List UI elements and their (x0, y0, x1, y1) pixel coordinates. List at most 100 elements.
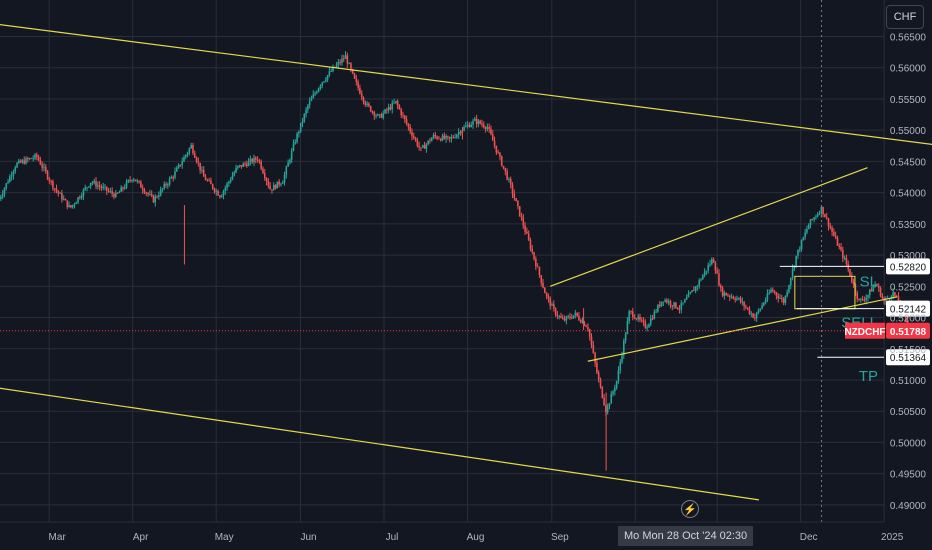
candle-body (167, 184, 169, 186)
candle-body (238, 165, 241, 167)
sl-price-box (886, 258, 930, 275)
candle-body (710, 259, 713, 265)
candle-body (48, 178, 51, 181)
candle-body (147, 192, 149, 195)
candle-body (314, 93, 316, 95)
time-tick-label: May (215, 532, 234, 543)
tp-price-label: 0.51364 (890, 353, 927, 364)
candle-body (693, 290, 695, 292)
candle-body (491, 134, 494, 141)
candle-body (572, 315, 575, 319)
candle-body (676, 307, 679, 310)
candle-body (224, 187, 227, 191)
candle-body (163, 184, 166, 189)
price-tick-label: 0.52500 (890, 282, 927, 293)
candle-body (296, 133, 298, 143)
candle-body (544, 287, 546, 294)
candle-body (123, 187, 126, 189)
candle-body (648, 324, 650, 328)
candle-body (272, 184, 275, 191)
candle-body (50, 180, 52, 182)
candlestick-series (0, 51, 912, 471)
candle-body (840, 246, 842, 250)
candle-body (728, 295, 731, 297)
candle-body (91, 182, 94, 184)
candle-body (219, 195, 221, 198)
candle-body (867, 295, 869, 298)
candle-body (377, 114, 379, 116)
candle-body (804, 232, 806, 238)
tp-price-box (886, 349, 930, 366)
candle-body (818, 213, 821, 215)
candle-body (344, 55, 347, 59)
candle-body (730, 296, 733, 298)
candle-body (231, 175, 234, 180)
candle-body (763, 302, 765, 306)
candle-body (718, 273, 720, 286)
candle-body (658, 304, 661, 307)
candle-body (775, 292, 778, 296)
time-tick-label: Apr (133, 532, 149, 543)
trendlines (0, 0, 932, 522)
candle-body (486, 127, 489, 129)
candle-body (441, 135, 444, 141)
candle-body (57, 190, 60, 194)
candle-body (703, 271, 706, 276)
sl-zone-box (794, 275, 856, 310)
candle-body (59, 193, 61, 194)
candle-body (429, 140, 431, 142)
candle-body (592, 345, 595, 353)
candle-body (7, 181, 9, 184)
candle-body (526, 231, 528, 234)
candle-body (138, 180, 140, 182)
candle-body (298, 131, 300, 134)
candle-body (894, 292, 896, 296)
candle-body (834, 235, 837, 238)
symbol-badge (845, 322, 885, 339)
candle-body (842, 249, 844, 259)
candle-body (280, 183, 282, 185)
candle-body (463, 127, 465, 131)
candle-body (667, 301, 670, 303)
candle-body (1, 193, 4, 197)
candle-body (542, 282, 544, 288)
time-axis[interactable]: MarAprMayJunJulAugSepOctNovDec2025 (0, 521, 904, 543)
candle-body (490, 128, 492, 135)
candle-body (556, 314, 559, 317)
lightning-icon[interactable]: ⚡ (681, 500, 699, 518)
candle-body (217, 191, 219, 196)
candle-body (563, 319, 566, 321)
candle-body (517, 201, 519, 207)
candle-body (626, 321, 629, 334)
candle-body (621, 354, 623, 363)
price-tick-label: 0.51000 (890, 376, 927, 387)
candle-body (378, 114, 381, 116)
candle-body (93, 180, 96, 183)
candle-body (495, 145, 498, 153)
candle-body (276, 181, 279, 189)
price-tick-label: 0.56500 (890, 33, 927, 44)
candle-body (685, 297, 688, 300)
candle-body (750, 313, 753, 315)
tp-annotation: TP (859, 368, 878, 385)
candle-body (506, 171, 508, 180)
candle-body (184, 154, 187, 158)
candle-body (831, 227, 833, 232)
currency-button[interactable]: CHF (886, 5, 924, 29)
candle-body (856, 292, 859, 299)
candle-body (664, 299, 666, 302)
candle-body (737, 297, 740, 299)
candle-body (156, 196, 158, 198)
candle-body (416, 139, 419, 146)
candle-body (30, 158, 33, 160)
candle-body (326, 75, 329, 80)
candle-body (287, 162, 289, 167)
candle-body (127, 180, 130, 182)
price-axis[interactable]: 0.56500 0.56000 0.55500 0.55000 0.54500 0.540… (890, 33, 927, 512)
candle-body (328, 71, 331, 76)
candle-body (98, 185, 101, 187)
candle-body (576, 312, 578, 316)
candle-body (511, 184, 514, 194)
candle-body (736, 298, 738, 300)
